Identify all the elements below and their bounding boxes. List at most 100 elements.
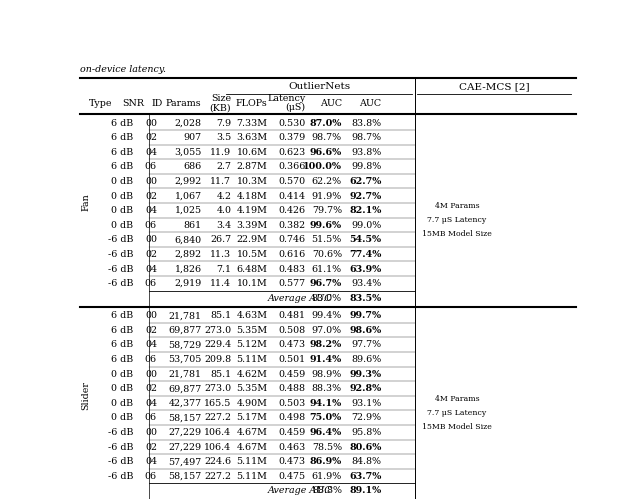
Text: 00: 00 xyxy=(145,311,157,320)
Text: 0.746: 0.746 xyxy=(278,236,306,245)
Text: Size: Size xyxy=(211,94,231,103)
Text: Fan: Fan xyxy=(81,194,90,212)
Text: 229.4: 229.4 xyxy=(204,340,231,349)
Text: 224.6: 224.6 xyxy=(204,457,231,466)
Text: 7.7 μS Latency: 7.7 μS Latency xyxy=(428,409,486,417)
Text: 0.483: 0.483 xyxy=(278,264,306,273)
Text: 21,781: 21,781 xyxy=(168,311,202,320)
Text: 80.6%: 80.6% xyxy=(349,443,381,452)
Text: 04: 04 xyxy=(145,457,157,466)
Text: 6 dB: 6 dB xyxy=(111,355,134,364)
Text: 6 dB: 6 dB xyxy=(111,326,134,335)
Text: 6 dB: 6 dB xyxy=(111,340,134,349)
Text: 3,055: 3,055 xyxy=(174,148,202,157)
Text: 0.570: 0.570 xyxy=(278,177,306,186)
Text: 98.2%: 98.2% xyxy=(310,340,342,349)
Text: 78.5%: 78.5% xyxy=(312,443,342,452)
Text: 91.4%: 91.4% xyxy=(310,355,342,364)
Text: 91.9%: 91.9% xyxy=(312,192,342,201)
Text: 02: 02 xyxy=(145,250,157,259)
Text: 2.87M: 2.87M xyxy=(237,162,268,171)
Text: -6 dB: -6 dB xyxy=(108,264,134,273)
Text: 26.7: 26.7 xyxy=(210,236,231,245)
Text: 85.1: 85.1 xyxy=(210,311,231,320)
Text: 0.463: 0.463 xyxy=(278,443,306,452)
Text: 98.6%: 98.6% xyxy=(349,326,381,335)
Text: AUC: AUC xyxy=(360,99,381,108)
Text: 88.3%: 88.3% xyxy=(312,384,342,393)
Text: 98.9%: 98.9% xyxy=(312,370,342,379)
Text: 11.4: 11.4 xyxy=(211,279,231,288)
Text: 63.7%: 63.7% xyxy=(349,472,381,481)
Text: 83.0%: 83.0% xyxy=(312,294,342,303)
Text: 02: 02 xyxy=(145,443,157,452)
Text: AUC: AUC xyxy=(320,99,342,108)
Text: 94.1%: 94.1% xyxy=(310,399,342,408)
Text: 93.4%: 93.4% xyxy=(351,279,381,288)
Text: 02: 02 xyxy=(145,192,157,201)
Text: 92.8%: 92.8% xyxy=(349,384,381,393)
Text: 6 dB: 6 dB xyxy=(111,162,134,171)
Text: 98.7%: 98.7% xyxy=(312,133,342,142)
Text: 04: 04 xyxy=(145,340,157,349)
Text: 00: 00 xyxy=(145,370,157,379)
Text: 0 dB: 0 dB xyxy=(111,177,134,186)
Text: Average AUC: Average AUC xyxy=(268,294,332,303)
Text: 0.382: 0.382 xyxy=(278,221,306,230)
Text: -6 dB: -6 dB xyxy=(108,472,134,481)
Text: 0 dB: 0 dB xyxy=(111,206,134,215)
Text: Type: Type xyxy=(89,99,113,108)
Text: 6 dB: 6 dB xyxy=(111,118,134,128)
Text: 98.7%: 98.7% xyxy=(351,133,381,142)
Text: 6 dB: 6 dB xyxy=(111,133,134,142)
Text: 95.8%: 95.8% xyxy=(351,428,381,437)
Text: 57,497: 57,497 xyxy=(168,457,202,466)
Text: 10.1M: 10.1M xyxy=(237,279,268,288)
Text: 0.616: 0.616 xyxy=(278,250,306,259)
Text: Average AUC: Average AUC xyxy=(268,487,332,496)
Text: 75.0%: 75.0% xyxy=(310,414,342,423)
Text: 15MB Model Size: 15MB Model Size xyxy=(422,423,492,431)
Text: 11.9: 11.9 xyxy=(210,148,231,157)
Text: 10.6M: 10.6M xyxy=(237,148,268,157)
Text: 5.12M: 5.12M xyxy=(237,340,268,349)
Text: 0.488: 0.488 xyxy=(278,384,306,393)
Text: 99.0%: 99.0% xyxy=(351,221,381,230)
Text: 6.48M: 6.48M xyxy=(237,264,268,273)
Text: 04: 04 xyxy=(145,148,157,157)
Text: 99.4%: 99.4% xyxy=(312,311,342,320)
Text: 0 dB: 0 dB xyxy=(111,399,134,408)
Text: 58,729: 58,729 xyxy=(168,340,202,349)
Text: 106.4: 106.4 xyxy=(204,443,231,452)
Text: 93.1%: 93.1% xyxy=(351,399,381,408)
Text: 92.7%: 92.7% xyxy=(349,192,381,201)
Text: 0.577: 0.577 xyxy=(278,279,306,288)
Text: 11.3: 11.3 xyxy=(210,250,231,259)
Text: 1,826: 1,826 xyxy=(174,264,202,273)
Text: 7.33M: 7.33M xyxy=(237,118,268,128)
Text: 61.9%: 61.9% xyxy=(312,472,342,481)
Text: 02: 02 xyxy=(145,326,157,335)
Text: 907: 907 xyxy=(184,133,202,142)
Text: 06: 06 xyxy=(145,472,157,481)
Text: 4.62M: 4.62M xyxy=(237,370,268,379)
Text: 62.7%: 62.7% xyxy=(349,177,381,186)
Text: 77.4%: 77.4% xyxy=(349,250,381,259)
Text: 0.366: 0.366 xyxy=(278,162,306,171)
Text: 54.5%: 54.5% xyxy=(349,236,381,245)
Text: on-device latency.: on-device latency. xyxy=(80,65,166,74)
Text: 06: 06 xyxy=(145,414,157,423)
Text: 0.414: 0.414 xyxy=(278,192,306,201)
Text: 4.2: 4.2 xyxy=(216,192,231,201)
Text: 89.6%: 89.6% xyxy=(351,355,381,364)
Text: 4.63M: 4.63M xyxy=(237,311,268,320)
Text: 93.8%: 93.8% xyxy=(351,148,381,157)
Text: 2,992: 2,992 xyxy=(174,177,202,186)
Text: Latency: Latency xyxy=(268,94,306,103)
Text: -6 dB: -6 dB xyxy=(108,428,134,437)
Text: Slider: Slider xyxy=(81,381,90,410)
Text: 0 dB: 0 dB xyxy=(111,221,134,230)
Text: 0 dB: 0 dB xyxy=(111,384,134,393)
Text: 00: 00 xyxy=(145,428,157,437)
Text: 04: 04 xyxy=(145,264,157,273)
